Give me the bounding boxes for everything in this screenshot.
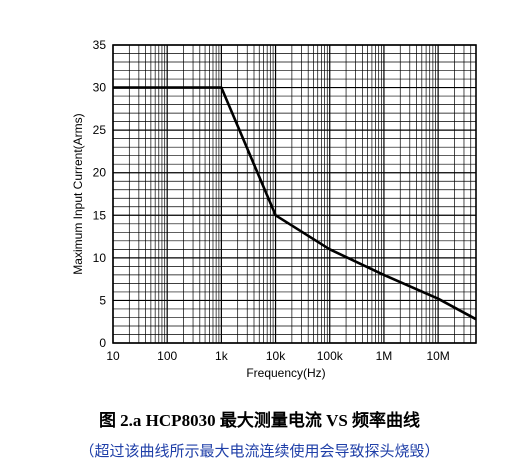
x-tick-label: 10M (426, 349, 449, 363)
y-tick-label: 35 (93, 38, 107, 52)
chart-svg: 0 5 10 15 20 25 30 35 10 100 1k 10k 100k 1M 10M Freque… (71, 38, 477, 380)
y-tick-label: 25 (93, 123, 107, 137)
y-tick-label: 5 (99, 293, 106, 307)
x-tick-label: 100 (157, 349, 177, 363)
y-tick-label: 30 (93, 81, 107, 95)
x-tick-label: 10 (106, 349, 120, 363)
y-tick-label: 15 (93, 208, 107, 222)
x-tick-label: 1k (215, 349, 229, 363)
figure-warning-note: （超过该曲线所示最大电流连续使用会导致探头烧毁） (79, 442, 440, 460)
plot-frame (112, 44, 477, 344)
y-tick-label: 10 (93, 251, 107, 265)
y-tick-label: 0 (99, 336, 106, 350)
series-layer (113, 86, 477, 321)
y-axis-label: Maximum Input Current(Arms) (71, 113, 85, 274)
x-axis-label: Frequency(Hz) (246, 366, 325, 380)
grid-layer (112, 44, 477, 344)
x-tick-label: 1M (376, 349, 393, 363)
x-tick-label: 10k (266, 349, 286, 363)
series-line (113, 86, 477, 321)
x-tick-label: 100k (317, 349, 344, 363)
y-tick-label: 20 (93, 166, 107, 180)
figure-caption: 图 2.a HCP8030 最大测量电流 VS 频率曲线 (98, 411, 421, 430)
tick-label-layer: 0 5 10 15 20 25 30 35 10 100 1k 10k 100k 1M 10M (93, 38, 450, 363)
